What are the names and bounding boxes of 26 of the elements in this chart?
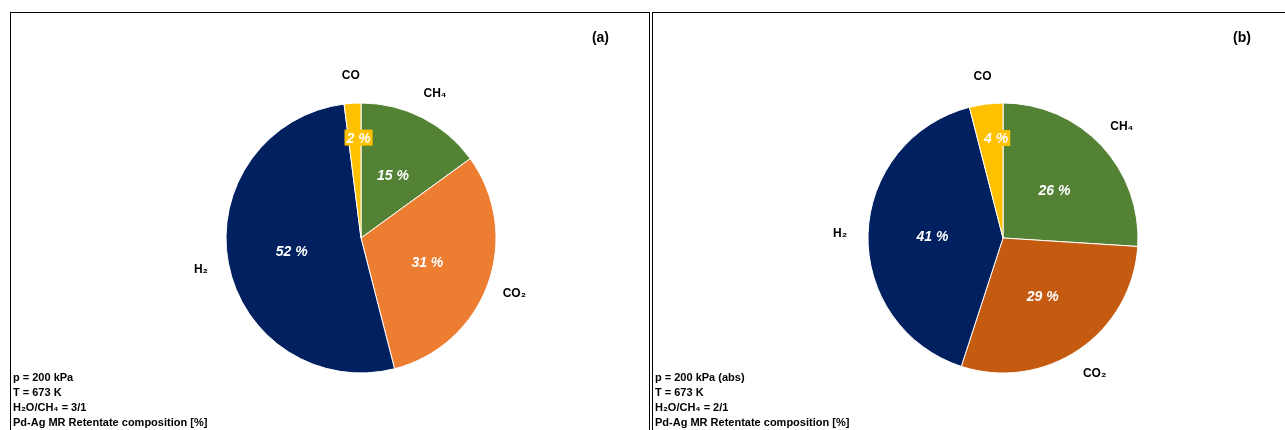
data-label: 29 %	[1025, 288, 1060, 305]
data-label: 15 %	[377, 167, 410, 184]
text: p = 200 kPa (abs)	[655, 370, 746, 385]
text: H₂O/CH₄ = 2/1	[655, 400, 730, 415]
text: (a)	[591, 29, 610, 45]
text: (b)	[1233, 29, 1252, 45]
slice-label: H₂	[833, 225, 848, 240]
slice-label: CO	[973, 69, 992, 84]
data-label: 2 %	[345, 129, 372, 146]
text: H₂O/CH₄ = 3/1	[13, 400, 88, 415]
text: T = 673 K	[655, 385, 705, 400]
slice-label: CH₄	[423, 85, 447, 100]
text: Pd-Ag MR Retentate composition [%]	[655, 415, 850, 430]
slice-label: CO₂	[502, 286, 527, 301]
text: Pd-Ag MR Retentate composition [%]	[13, 415, 208, 430]
text: T = 673 K	[13, 385, 63, 400]
slice-label: CO	[341, 68, 360, 83]
data-label: 52 %	[275, 243, 309, 260]
slice-label: H₂	[193, 261, 208, 276]
text: p = 200 kPa	[13, 370, 75, 385]
data-label: 41 %	[915, 227, 950, 244]
data-label: 4 %	[983, 130, 1009, 147]
data-label: 26 %	[1037, 181, 1071, 198]
slice-label: CO₂	[1082, 365, 1107, 380]
data-label: 31 %	[411, 253, 444, 270]
slice-label: CH₄	[1110, 119, 1134, 134]
